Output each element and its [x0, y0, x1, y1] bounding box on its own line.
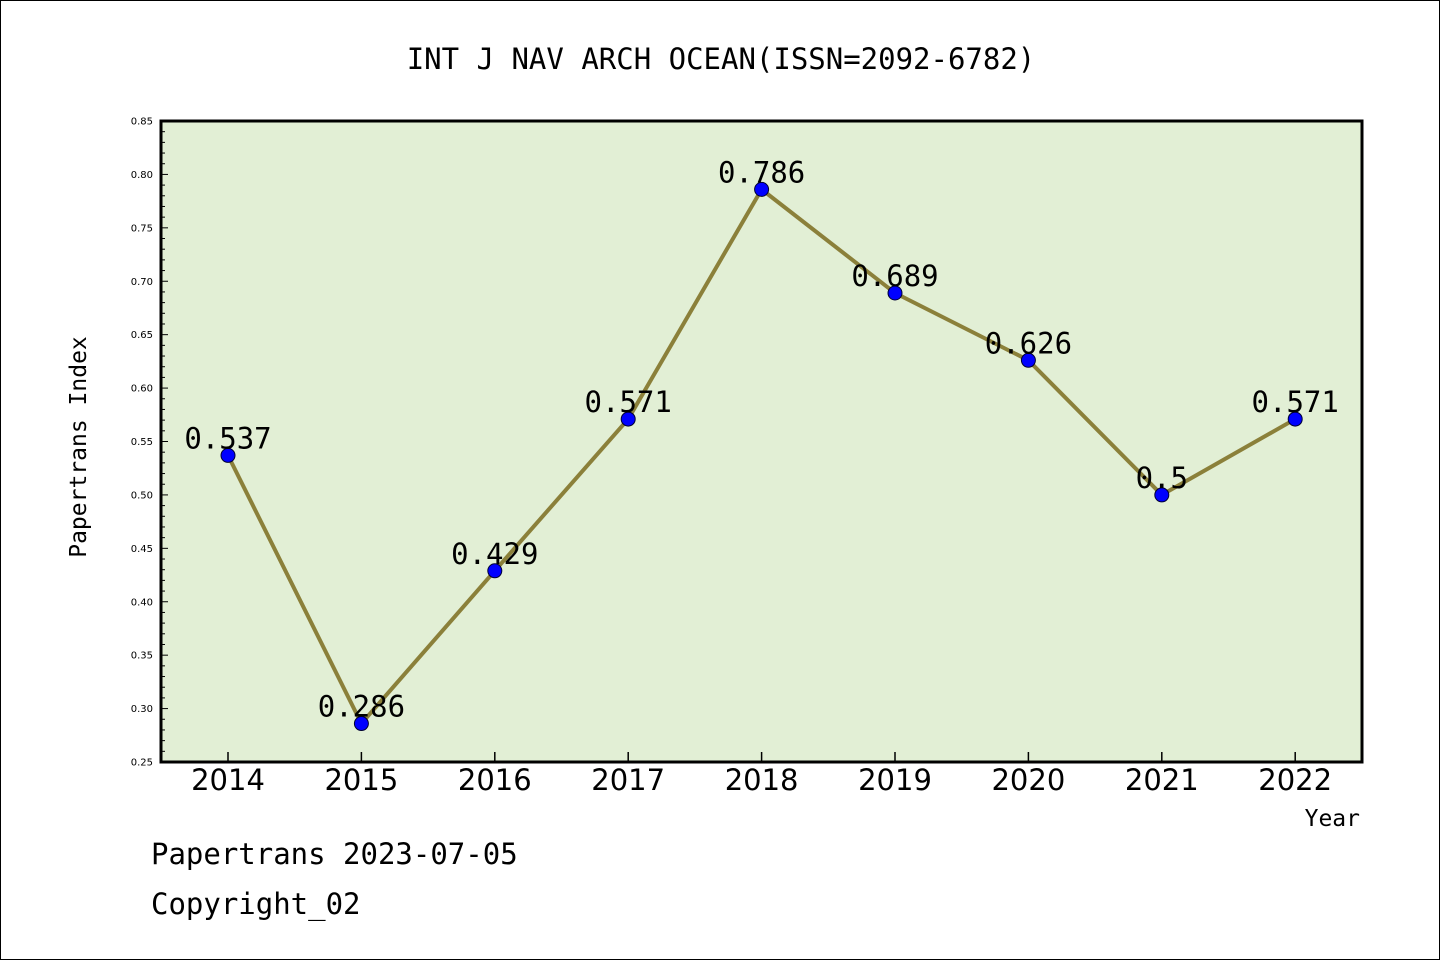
- plot-area: [159, 119, 1364, 764]
- y-tick-label: 0.50: [131, 490, 153, 501]
- data-label: 0.286: [318, 690, 405, 724]
- data-point: [887, 285, 903, 301]
- data-markers: [220, 181, 1303, 732]
- y-tick-label: 0.40: [131, 597, 153, 608]
- data-label: 0.571: [1252, 385, 1339, 419]
- data-point: [1020, 352, 1036, 368]
- data-label: 0.689: [851, 259, 938, 293]
- footer-date: Papertrans 2023-07-05: [151, 837, 518, 871]
- data-point: [487, 563, 503, 579]
- data-point: [754, 181, 770, 197]
- x-axis-label: Year: [1305, 806, 1360, 832]
- data-label: 0.786: [718, 155, 805, 189]
- data-point: [620, 411, 636, 427]
- y-tick-label: 0.85: [131, 117, 153, 128]
- y-tick-label: 0.70: [131, 277, 153, 288]
- data-point: [1154, 487, 1170, 503]
- y-tick-label: 0.35: [131, 651, 153, 662]
- y-tick-label: 0.25: [131, 758, 153, 769]
- y-tick-label: 0.30: [131, 704, 153, 715]
- x-tick-label: 2020: [991, 763, 1065, 797]
- y-tick-label: 0.80: [131, 170, 153, 181]
- y-tick-label: 0.55: [131, 437, 153, 448]
- chart-title: INT J NAV ARCH OCEAN(ISSN=2092-6782): [407, 42, 1036, 76]
- y-tick-label: 0.60: [131, 384, 153, 395]
- data-label: 0.5: [1136, 461, 1188, 495]
- footer-copyright: Copyright_02: [151, 887, 361, 921]
- x-tick-label: 2018: [725, 763, 799, 797]
- x-tick-label: 2015: [324, 763, 398, 797]
- x-tick-label: 2016: [458, 763, 532, 797]
- data-label: 0.537: [184, 421, 271, 455]
- x-axis: 2014 2015 2016 2017 2018 2019 2020 2021 2022: [191, 752, 1332, 797]
- data-labels: 0.537 0.286 0.429 0.571 0.786 0.689 0.626 0.5 0.…: [184, 155, 1339, 723]
- y-tick-label: 0.75: [131, 223, 153, 234]
- data-point: [353, 716, 369, 732]
- y-tick-label: 0.65: [131, 330, 153, 341]
- data-label: 0.571: [585, 385, 672, 419]
- x-tick-label: 2021: [1125, 763, 1199, 797]
- data-label: 0.626: [985, 326, 1072, 360]
- y-axis-label: Papertrans Index: [66, 336, 92, 558]
- x-tick-label: 2022: [1258, 763, 1332, 797]
- y-tick-label: 0.45: [131, 544, 153, 555]
- data-label: 0.429: [451, 537, 538, 571]
- data-point: [1287, 411, 1303, 427]
- data-point: [220, 447, 236, 463]
- y-axis: 0.25 0.30 0.35 0.40 0.45 0.50 0.55 0.60 0.65 0.70…: [131, 117, 168, 769]
- x-tick-label: 2014: [191, 763, 265, 797]
- x-tick-label: 2019: [858, 763, 932, 797]
- x-tick-label: 2017: [591, 763, 665, 797]
